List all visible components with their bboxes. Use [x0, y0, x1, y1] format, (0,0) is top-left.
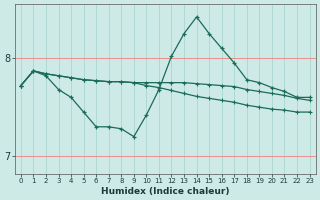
X-axis label: Humidex (Indice chaleur): Humidex (Indice chaleur): [101, 187, 229, 196]
